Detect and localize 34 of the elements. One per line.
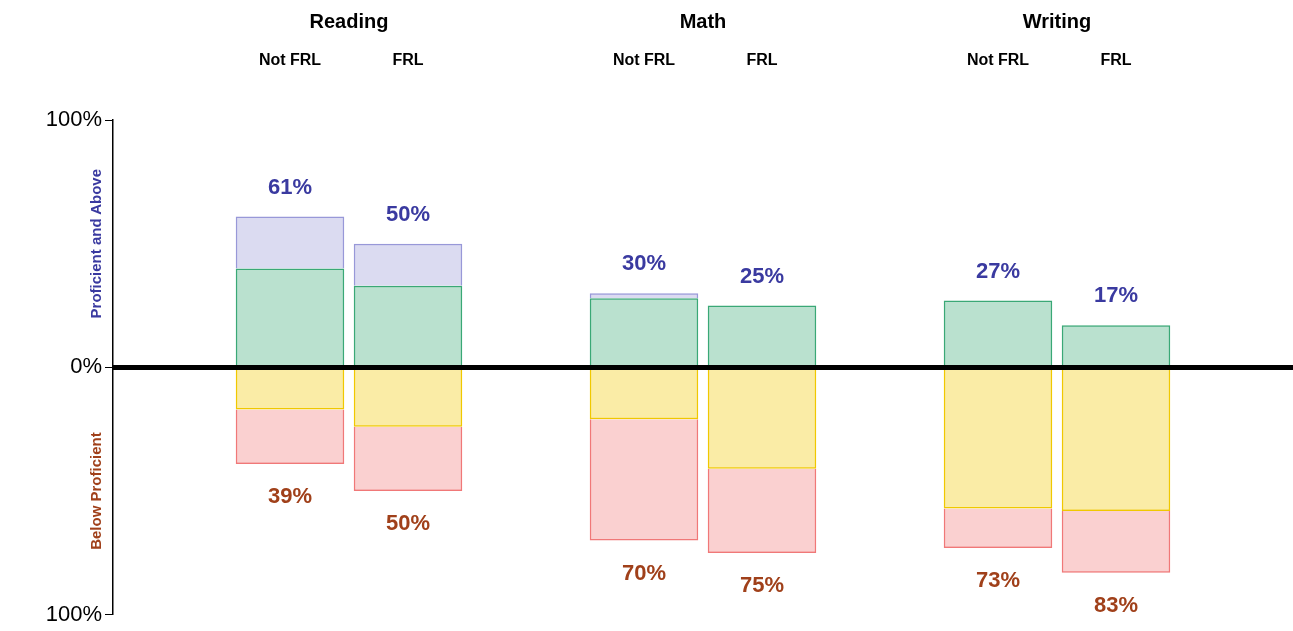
text: Reading [309,9,389,32]
text: Below Proficient [87,432,105,550]
text: 75% [739,572,785,598]
x-tick-label: FRL [746,50,778,68]
x-tick-label: Not FRL [258,50,322,68]
text: 25% [739,262,785,288]
text: 17% [1093,282,1139,308]
y-tick-label: 100% [45,600,102,626]
y-tick-label: 0% [70,353,102,379]
text: 27% [975,257,1021,283]
text: Math [679,9,727,32]
x-tick-label: FRL [1100,50,1132,68]
text: 70% [621,559,667,585]
bar [235,409,345,464]
bar [707,468,817,553]
bar [589,419,699,541]
text: 39% [267,482,313,508]
bar [353,426,463,492]
x-tick-label: Not FRL [966,50,1030,68]
text: 73% [975,567,1021,593]
text: 50% [385,200,431,226]
bar [353,243,463,286]
x-tick-label: Not FRL [612,50,676,68]
text: 30% [621,250,667,276]
text: Writing [1022,9,1092,32]
text: 50% [385,510,431,536]
text: 83% [1093,591,1139,617]
bar [1061,510,1171,573]
text: 61% [267,173,313,199]
bar [943,508,1053,548]
text: Proficient and Above [87,168,105,319]
bar [235,216,345,269]
y-tick-label: 100% [45,106,102,132]
x-tick-label: FRL [392,50,424,68]
